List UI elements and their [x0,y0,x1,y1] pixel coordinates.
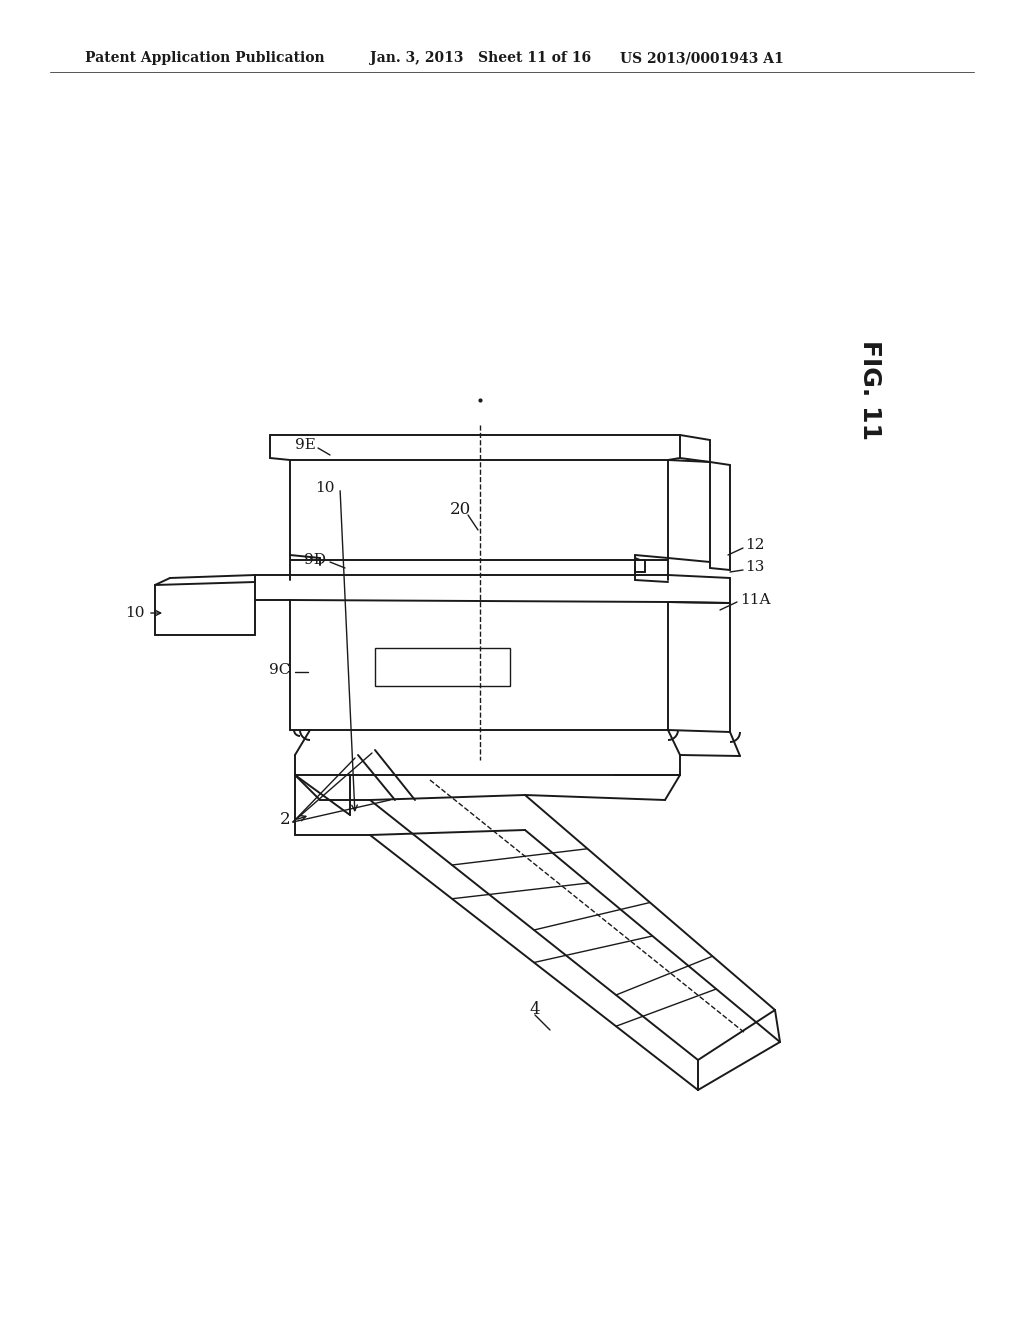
Text: 10: 10 [315,480,335,495]
Text: 9D: 9D [304,553,326,568]
Text: US 2013/0001943 A1: US 2013/0001943 A1 [620,51,783,65]
Text: 10: 10 [125,606,144,620]
Text: Patent Application Publication: Patent Application Publication [85,51,325,65]
Text: Jan. 3, 2013   Sheet 11 of 16: Jan. 3, 2013 Sheet 11 of 16 [370,51,591,65]
Text: 9E: 9E [295,438,315,451]
Text: 2: 2 [280,812,291,829]
Bar [375,648,510,686]
Text: 11A: 11A [739,593,770,607]
Text: FIG. 11: FIG. 11 [858,341,882,440]
Text: 20: 20 [450,502,471,519]
Text: 4: 4 [529,1002,541,1019]
Text: 13: 13 [745,560,765,574]
Text: 9C: 9C [268,663,290,677]
Text: 12: 12 [745,539,765,552]
